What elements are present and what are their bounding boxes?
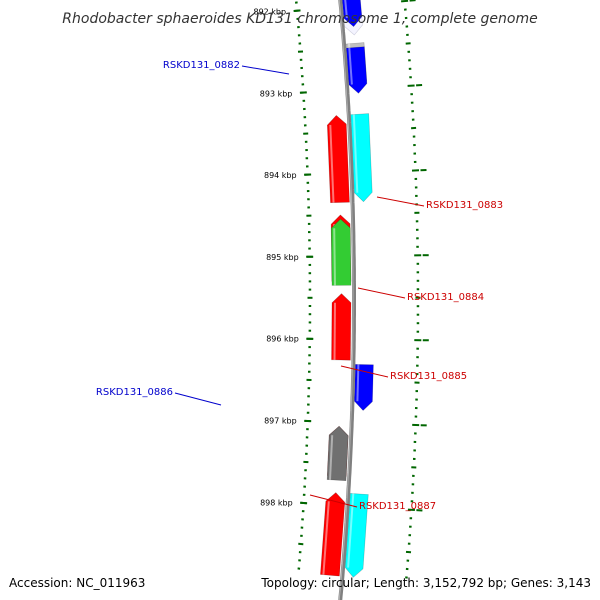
feature-0885-red	[331, 293, 352, 361]
gene-label-rskd131_0886[interactable]: RSKD131_0886	[96, 387, 173, 398]
gene-label-leader	[357, 287, 406, 299]
feature-0883-red-highlight	[329, 124, 335, 203]
map-title: Rhodobacter sphaeroides KD131 chromosome…	[62, 11, 537, 27]
gene-label-leader	[376, 196, 425, 207]
major-ticks-layer: 892 kbp 893 kbp 894 kbp 895 kbp 896 kbp 897 k…	[253, 0, 429, 512]
feature-0883-cyan-highlight	[352, 114, 359, 193]
feature-0884-green-highlight	[333, 228, 336, 286]
feature-0883-red	[326, 114, 350, 204]
feature-0886-blue-highlight	[356, 364, 360, 402]
feature-898-red-highlight	[322, 501, 330, 575]
genome-summary-text: Topology: circular; Length: 3,152,792 bp…	[260, 576, 591, 590]
feature-898-red	[320, 492, 346, 577]
feature-0884-green	[330, 218, 352, 286]
feature-0882-blue-highlight	[348, 47, 353, 85]
feature-0887-gray	[326, 425, 349, 482]
gene-label-leader	[174, 392, 222, 406]
gene-label-rskd131_0887[interactable]: RSKD131_0887	[359, 501, 436, 512]
chromosome-backbone	[338, 0, 356, 600]
feature-0887-gray-highlight	[329, 435, 334, 480]
gene-label-rskd131_0885[interactable]: RSKD131_0885	[390, 371, 467, 382]
major-tick	[409, 0, 416, 2]
gene-label-rskd131_0883[interactable]: RSKD131_0883	[426, 200, 503, 211]
kbp-label: 896 kbp	[266, 335, 299, 344]
gene-label-rskd131_0882[interactable]: RSKD131_0882	[163, 60, 240, 71]
kbp-label: 895 kbp	[266, 253, 299, 262]
gene-label-rskd131_0884[interactable]: RSKD131_0884	[407, 292, 484, 303]
kbp-label: 892 kbp	[253, 8, 286, 17]
accession-text: Accession: NC_011963	[9, 576, 145, 590]
gene-features-layer	[320, 0, 374, 578]
kbp-label: 893 kbp	[260, 89, 293, 98]
backbone-layer	[338, 0, 356, 600]
kbp-label: 898 kbp	[260, 498, 293, 507]
gene-labels-layer: RSKD131_0882 RSKD131_0883 RSKD131_0884 RSKD…	[96, 60, 503, 512]
kbp-label: 897 kbp	[264, 417, 297, 426]
feature-0885-red-highlight	[333, 302, 336, 360]
major-tick	[294, 9, 301, 12]
kbp-label: 894 kbp	[264, 171, 297, 180]
gene-label-leader	[340, 365, 389, 378]
feature-892-blue-highlight	[344, 0, 348, 19]
gene-label-leader	[241, 65, 290, 75]
chromosome-backbone-highlight	[338, 0, 354, 600]
minor-tick	[401, 0, 409, 3]
gene-label-leader	[309, 494, 358, 508]
